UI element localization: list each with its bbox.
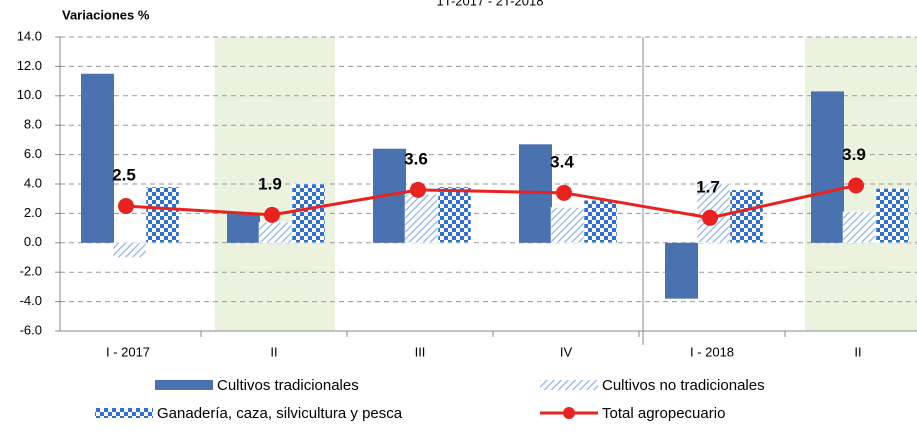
line-point xyxy=(702,209,718,226)
line-point xyxy=(410,181,426,198)
line-point xyxy=(848,177,864,194)
y-tick-label: 4.0 xyxy=(24,175,42,190)
legend-label: Ganadería, caza, silvicultura y pesca xyxy=(157,405,403,422)
data-label: 1.7 xyxy=(696,177,720,196)
line-point xyxy=(556,184,572,201)
y-axis-label: Variaciones % xyxy=(62,7,150,22)
y-tick-label: 6.0 xyxy=(24,146,42,161)
bar xyxy=(258,221,293,244)
bar xyxy=(729,189,764,244)
x-tick-label: II xyxy=(270,344,277,359)
y-tick-label: -6.0 xyxy=(20,322,42,337)
y-tick-label: 12.0 xyxy=(17,58,42,73)
bar xyxy=(227,213,260,243)
legend-label: Total agropecuario xyxy=(602,405,725,422)
bar xyxy=(145,186,180,244)
data-label: 3.4 xyxy=(550,152,574,171)
x-tick-label: IV xyxy=(560,344,573,359)
bar xyxy=(112,242,147,258)
bar xyxy=(811,91,844,243)
x-tick-label: II xyxy=(854,344,861,359)
legend-swatch xyxy=(95,408,153,418)
y-tick-label: -2.0 xyxy=(20,264,42,279)
legend-swatch xyxy=(155,380,213,390)
bar xyxy=(583,199,618,244)
y-tick-label: 2.0 xyxy=(24,205,42,220)
legend-swatch xyxy=(540,380,598,390)
bar xyxy=(550,207,585,244)
legend-label: Cultivos tradicionales xyxy=(217,377,359,394)
bar xyxy=(437,186,472,244)
legend-label: Cultivos no tradicionales xyxy=(602,377,765,394)
legend-swatch xyxy=(563,407,575,419)
line xyxy=(125,184,857,220)
y-tick-label: -4.0 xyxy=(20,293,42,308)
line-point xyxy=(264,206,280,223)
data-label: 1.9 xyxy=(258,174,282,193)
x-tick-label: I - 2017 xyxy=(106,344,150,359)
data-label: 2.5 xyxy=(112,166,136,185)
x-tick-label: III xyxy=(415,344,426,359)
x-tick-label: I - 2018 xyxy=(690,344,734,359)
subtitle: 1T-2017 - 2T-2018 xyxy=(437,0,544,8)
y-tick-label: 10.0 xyxy=(17,87,42,102)
bar xyxy=(404,194,439,244)
y-tick-label: 8.0 xyxy=(24,117,42,132)
data-label: 3.9 xyxy=(842,145,866,164)
data-label: 3.6 xyxy=(404,149,428,168)
bar xyxy=(665,242,698,299)
y-tick-label: 0.0 xyxy=(24,234,42,249)
bar xyxy=(842,211,877,244)
line-point xyxy=(118,198,134,215)
bar xyxy=(291,183,326,244)
y-tick-label: 14.0 xyxy=(17,28,42,43)
bar xyxy=(875,188,910,244)
bar xyxy=(81,73,114,243)
